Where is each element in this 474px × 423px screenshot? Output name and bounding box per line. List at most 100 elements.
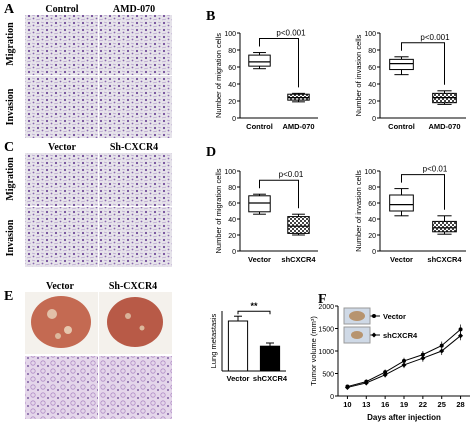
y-tick-label: 40 <box>228 82 236 89</box>
histology-shcxcr4 <box>99 356 172 419</box>
data-point <box>458 327 463 332</box>
micrograph-shcxcr4-invasion <box>99 207 172 267</box>
x-tick-label: 13 <box>362 400 370 409</box>
chart-E-lung: Vector shCXCR4 ** Lung metastasis <box>209 301 288 383</box>
data-point <box>458 333 464 339</box>
y-axis-label: Number of invasion cells <box>354 34 363 116</box>
chart-B-migration: 0 20 40 60 80 100 Control AMD-070 p<0.001 Number … <box>214 29 318 131</box>
y-tick-label: 40 <box>368 82 376 89</box>
bar <box>227 320 249 372</box>
significance-label: p<0.001 <box>420 33 450 42</box>
x-category-label: shCXCR4 <box>281 255 316 264</box>
x-category-label: AMD-070 <box>282 122 314 131</box>
y-tick-label: 0 <box>232 116 236 123</box>
y-tick-label: 60 <box>228 201 236 208</box>
row-label-migration-c: Migration <box>5 157 16 201</box>
micrograph-control-migration <box>25 15 98 75</box>
box-body <box>389 58 414 71</box>
significance-bracket <box>259 179 299 209</box>
x-axis-label: Days after injection <box>367 413 441 422</box>
y-tick-label: 40 <box>368 217 376 224</box>
box-1 <box>287 92 310 103</box>
y-tick-label: 100 <box>224 169 236 176</box>
y-tick-label: 100 <box>364 31 376 38</box>
significance-bracket <box>401 174 445 210</box>
y-tick-label: 80 <box>228 185 236 192</box>
histology-vector <box>25 356 98 419</box>
y-axis-label: Number of invasion cells <box>354 170 363 252</box>
significance-label: ** <box>250 301 258 311</box>
data-point <box>402 358 406 363</box>
row-label-invasion-c: Invasion <box>5 219 16 256</box>
y-tick-label: 100 <box>364 169 376 176</box>
y-axis-label: Number of migration cells <box>214 168 223 253</box>
micrograph-amd070-migration <box>99 15 172 75</box>
x-category-label: Vector <box>227 374 250 383</box>
data-point <box>363 380 369 386</box>
y-tick-label: 500 <box>322 372 334 379</box>
legend-marker <box>371 332 377 338</box>
x-category-label: Control <box>388 122 415 131</box>
y-tick-label: 1000 <box>318 349 334 356</box>
y-tick-label: 80 <box>368 48 376 55</box>
tumor-vector-shape <box>349 311 365 321</box>
lung-photo-vector <box>31 296 91 348</box>
y-tick-label: 20 <box>368 233 376 240</box>
x-tick-label: 10 <box>343 400 351 409</box>
x-tick-label: 16 <box>381 400 389 409</box>
box-1 <box>432 90 457 105</box>
column-label-shcxcr4-e: Sh-CXCR4 <box>109 281 157 292</box>
x-category-label: Control <box>246 122 273 131</box>
x-category-label: Vector <box>390 255 413 264</box>
panel-letter-a: A <box>4 2 15 17</box>
y-tick-label: 0 <box>372 249 376 256</box>
y-tick-label: 60 <box>368 201 376 208</box>
y-tick-label: 80 <box>228 48 236 55</box>
x-tick-label: 19 <box>400 400 408 409</box>
box-body <box>389 194 414 212</box>
chart-F-tumor: 0 500 1000 1500 2000 10 13 16 19 22 25 28 Vector shCX… <box>309 304 470 422</box>
data-point <box>382 372 388 378</box>
y-tick-label: 40 <box>228 217 236 224</box>
box-body <box>432 220 457 233</box>
micrograph-vector-invasion <box>25 207 98 267</box>
panel-letter-e: E <box>4 289 13 304</box>
y-tick-label: 60 <box>368 65 376 72</box>
panel-e: E Vector Sh-CXCR4 <box>4 281 172 419</box>
box-body <box>248 54 271 67</box>
y-tick-label: 60 <box>228 65 236 72</box>
column-label-amd070: AMD-070 <box>113 4 155 15</box>
x-category-label: Vector <box>248 255 271 264</box>
y-axis-label: Lung metastasis <box>209 313 218 368</box>
micrograph-vector-migration <box>25 153 98 206</box>
y-tick-label: 1500 <box>318 327 334 334</box>
significance-bracket <box>259 38 299 88</box>
series-shCXCR4: shCXCR4 <box>344 331 464 390</box>
column-label-shcxcr4: Sh-CXCR4 <box>110 142 158 153</box>
row-label-invasion: Invasion <box>5 88 16 125</box>
box-0 <box>389 188 414 217</box>
significance-label: p<0.01 <box>279 170 304 179</box>
y-tick-label: 0 <box>232 249 236 256</box>
panel-letter-c: C <box>4 140 14 155</box>
legend-label: Vector <box>383 312 406 321</box>
significance-label: p<0.001 <box>276 29 306 38</box>
data-point <box>439 343 444 348</box>
bar <box>259 345 281 372</box>
panel-letter-f: F <box>318 292 327 307</box>
y-tick-label: 80 <box>368 185 376 192</box>
y-tick-label: 20 <box>228 233 236 240</box>
y-tick-label: 2000 <box>318 304 334 311</box>
box-0 <box>389 56 414 76</box>
y-tick-label: 20 <box>368 99 376 106</box>
micrograph-control-invasion <box>25 76 98 138</box>
y-tick-label: 0 <box>372 116 376 123</box>
y-axis-label: Tumor volume (mm³) <box>309 316 318 386</box>
y-tick-label: 20 <box>228 99 236 106</box>
lung-photo-shcxcr4 <box>107 297 163 347</box>
panel-letter-d: D <box>206 145 216 160</box>
panel-a: A Control AMD-070 Migration Invasion <box>4 2 172 138</box>
chart-B-invasion: 0 20 40 60 80 100 Control AMD-070 p<0.001 Number … <box>354 31 466 131</box>
box-1 <box>432 215 457 235</box>
